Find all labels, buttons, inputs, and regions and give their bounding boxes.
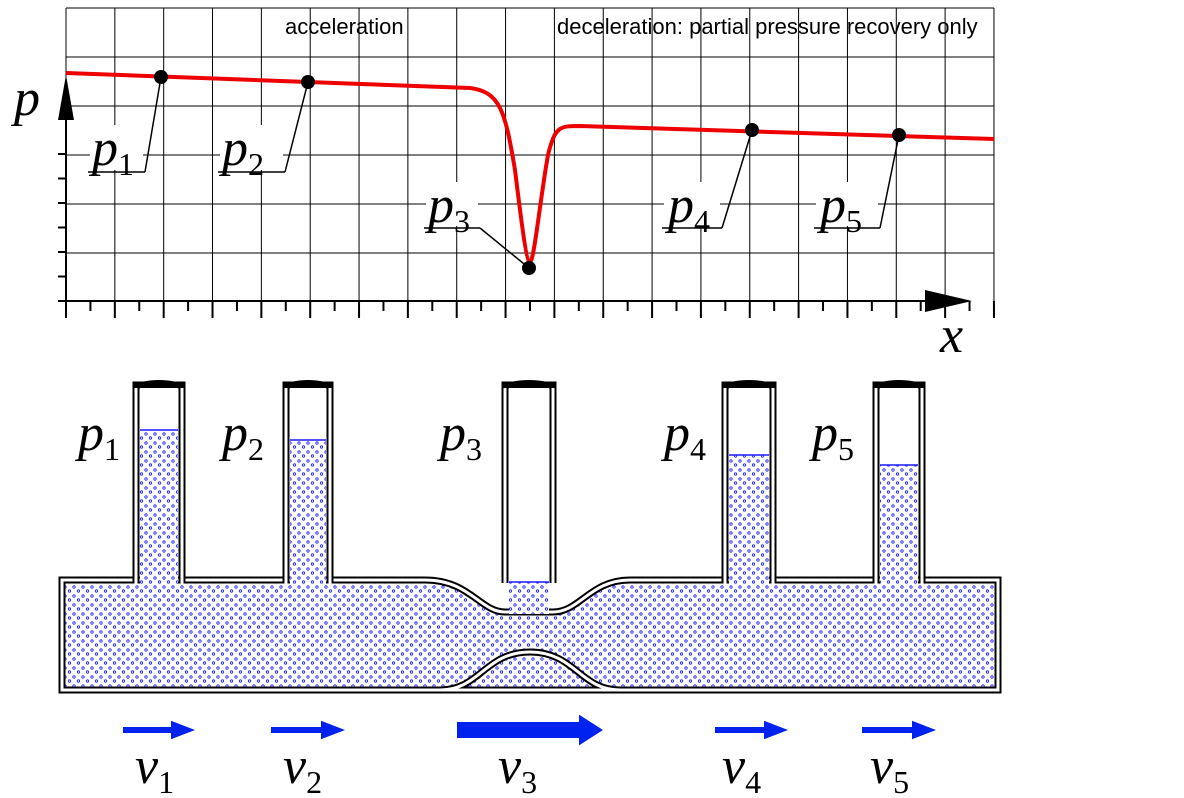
point — [301, 75, 315, 89]
tube-wall-gap — [874, 388, 924, 585]
symbol: p — [808, 405, 838, 462]
subscript: 5 — [846, 203, 862, 239]
symbol: v — [283, 738, 307, 795]
tube-wall-gap — [134, 388, 184, 585]
symbol-label: v4 — [722, 738, 761, 798]
annotation: acceleration — [285, 14, 404, 39]
tube-fluid — [880, 465, 918, 586]
x-arrow — [925, 290, 972, 312]
symbol: p — [218, 405, 248, 462]
tube-wall-gap — [284, 388, 332, 585]
tube-cap — [722, 380, 776, 388]
subscript: 4 — [745, 764, 761, 798]
point — [892, 128, 906, 142]
tube-wall-gap — [723, 388, 775, 585]
leader — [284, 81, 309, 173]
symbol-label: p1 — [74, 405, 120, 467]
tube-inner — [140, 388, 178, 430]
symbol: v — [870, 738, 894, 795]
tube-fluid — [290, 440, 326, 586]
tube-cap — [873, 380, 925, 388]
symbol: p — [816, 177, 846, 234]
tube-inner — [509, 388, 549, 582]
subscript: 2 — [248, 431, 264, 467]
leader — [879, 134, 900, 229]
symbol: p — [88, 120, 118, 177]
point — [154, 70, 168, 84]
subscript: 5 — [893, 764, 909, 798]
symbol: p — [424, 177, 454, 234]
subscript: 4 — [690, 431, 706, 467]
tube-fluid — [509, 582, 549, 614]
symbol-label: p2 — [218, 405, 264, 467]
tube-cap — [502, 380, 556, 388]
leader — [479, 227, 530, 269]
tube-inner — [880, 388, 918, 465]
symbol: v — [135, 738, 159, 795]
symbol-label: p1 — [88, 120, 134, 182]
symbol: p — [436, 405, 466, 462]
subscript: 3 — [521, 764, 537, 798]
subscript: 2 — [306, 764, 322, 798]
pipe-wall-gap — [60, 578, 1000, 692]
symbol-label: v3 — [498, 738, 537, 798]
leader — [721, 129, 753, 229]
label-bg — [426, 182, 478, 226]
point — [522, 261, 536, 275]
symbol: p — [74, 405, 104, 462]
symbol: v — [722, 738, 746, 795]
subscript: 3 — [454, 203, 470, 239]
annotation: deceleration: partial pressure recovery … — [557, 14, 978, 39]
y-arrow — [58, 75, 74, 120]
symbol-label: p4 — [664, 177, 710, 239]
grid — [58, 7, 995, 318]
symbol-label: v1 — [135, 738, 174, 798]
tube-cap — [133, 380, 185, 388]
tube-cap — [283, 380, 333, 388]
velocity-arrowhead — [579, 714, 603, 746]
subscript: 4 — [694, 203, 710, 239]
leader — [144, 76, 162, 173]
label-bg — [664, 182, 720, 226]
label-bg — [220, 125, 283, 170]
symbol-label: p2 — [218, 120, 264, 182]
label-bg — [816, 182, 878, 226]
tube-wall-gap — [503, 388, 555, 585]
subscript: 1 — [158, 764, 174, 798]
symbol-label: p3 — [436, 405, 482, 467]
velocity-arrowhead — [171, 720, 195, 740]
symbol: p — [218, 120, 248, 177]
symbol-label: v2 — [283, 738, 322, 798]
symbol-label: p3 — [424, 177, 470, 239]
subscript: 1 — [118, 146, 134, 182]
symbol-label: p5 — [816, 177, 862, 239]
subscript: 3 — [466, 431, 482, 467]
subscript: 2 — [248, 146, 264, 182]
symbol: p — [664, 177, 694, 234]
velocity-arrowhead — [321, 720, 345, 740]
subscript: 1 — [104, 431, 120, 467]
symbol: p — [660, 405, 690, 462]
point — [745, 123, 759, 137]
label-bg — [90, 125, 143, 170]
tube-inner — [729, 388, 769, 455]
symbol-label: p4 — [660, 405, 706, 467]
tube-fluid — [140, 430, 178, 586]
symbol-label: p5 — [808, 405, 854, 467]
symbol-label: v5 — [870, 738, 909, 798]
pipe-fluid — [62, 580, 998, 690]
tube-inner — [290, 388, 326, 440]
x-axis-label: x — [939, 307, 963, 364]
subscript: 5 — [838, 431, 854, 467]
y-axis-label: p — [10, 70, 40, 127]
tube-fluid — [729, 455, 769, 586]
velocity-arrowhead — [912, 720, 936, 740]
velocity-arrowhead — [764, 720, 788, 740]
symbol: v — [498, 738, 522, 795]
